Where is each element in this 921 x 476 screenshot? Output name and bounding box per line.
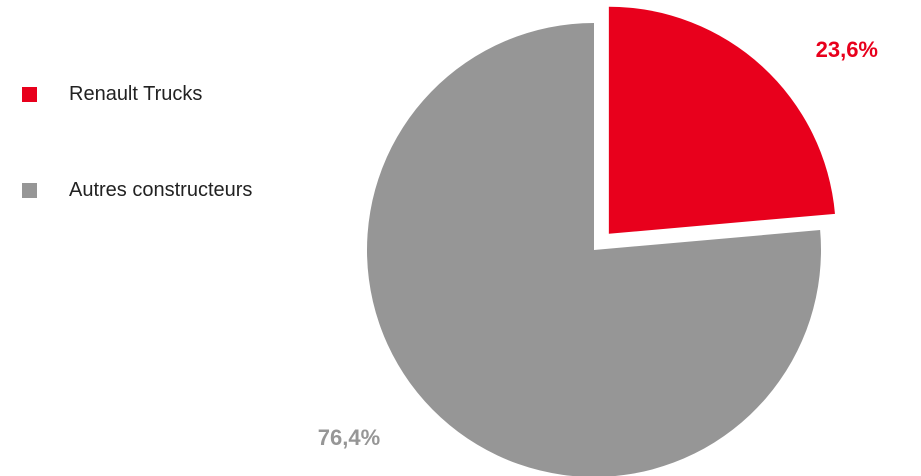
legend-item-renault-trucks: Renault Trucks (22, 82, 269, 106)
legend-label-autres-constructeurs: Autres constructeurs (69, 179, 253, 201)
legend-swatch-autres-constructeurs (22, 182, 37, 198)
legend-label-renault-trucks: Renault Trucks (69, 83, 203, 105)
legend-swatch-renault-trucks (22, 86, 37, 102)
pie-slice-autres-constructeurs (367, 23, 821, 476)
data-label-autres-constructeurs: 76,4% (318, 425, 380, 450)
data-label-renault-trucks: 23,6% (816, 37, 878, 62)
pie-slice-renault-trucks (608, 6, 835, 234)
legend-item-autres-constructeurs: Autres constructeurs (22, 178, 259, 202)
